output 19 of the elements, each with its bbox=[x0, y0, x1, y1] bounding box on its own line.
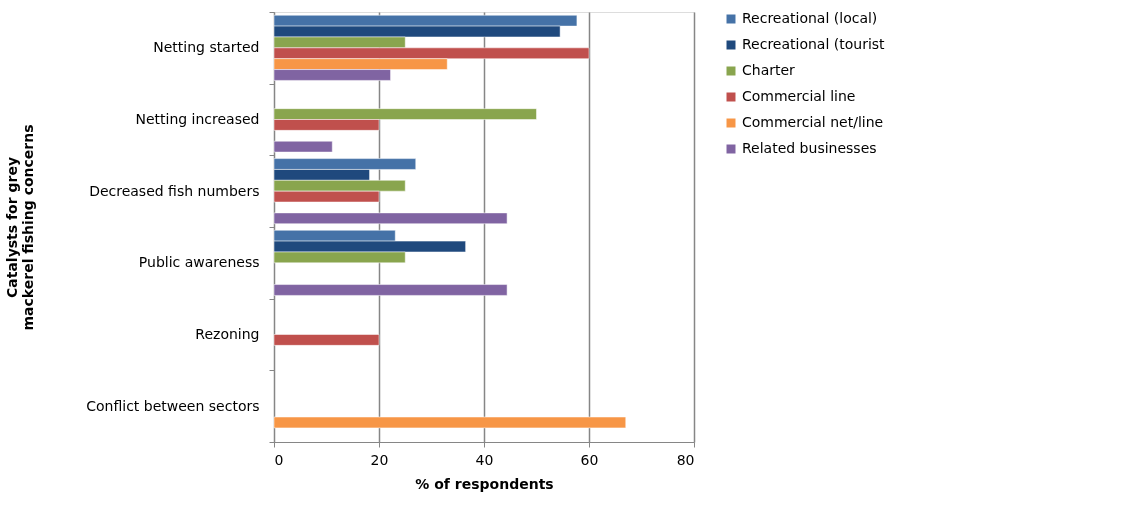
legend-label: Charter bbox=[742, 62, 796, 78]
legend-label: Commercial net/line bbox=[742, 114, 884, 130]
y-tick-label: Netting started bbox=[153, 39, 260, 56]
legend-label: Recreational (local) bbox=[742, 10, 878, 26]
legend-label: Commercial line bbox=[742, 88, 856, 104]
y-tick-label: Public awareness bbox=[138, 254, 260, 271]
x-tick-label: 60 bbox=[580, 451, 599, 468]
y-axis-title: Catalysts for grey mackerel fishing concerns bbox=[4, 124, 37, 331]
x-axis-title: % of respondents bbox=[415, 475, 554, 492]
x-tick-label: 40 bbox=[475, 451, 494, 468]
legend-label: Recreational (tourist bbox=[742, 36, 886, 52]
x-tick-label: 20 bbox=[370, 451, 389, 468]
y-tick-label: Netting increased bbox=[135, 111, 260, 127]
x-tick-label: 80 bbox=[676, 451, 695, 468]
x-tick-label: 0 bbox=[274, 451, 284, 468]
legend-label: Related businesses bbox=[742, 140, 877, 156]
y-tick-label: Decreased fish numbers bbox=[89, 182, 260, 199]
y-tick-label: Conflict between sectors bbox=[86, 397, 260, 414]
y-tick-label: Rezoning bbox=[195, 326, 260, 342]
